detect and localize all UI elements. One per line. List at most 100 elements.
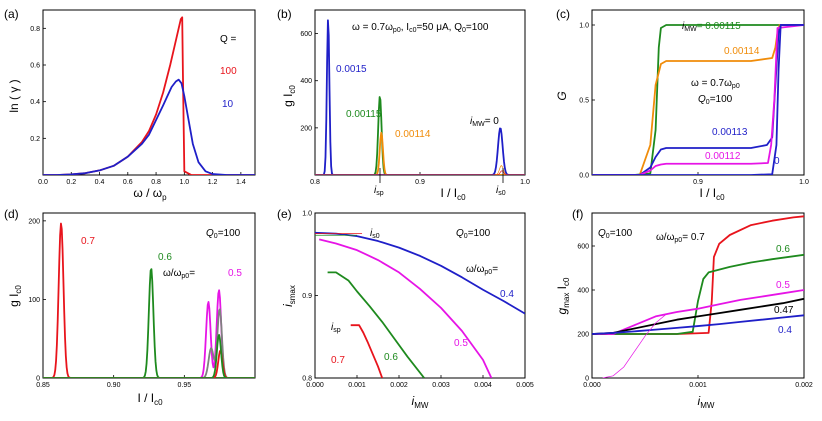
xlabel-e: iMW: [412, 394, 429, 410]
panel-a: (a) 0.0 0.2 0.4 0.6 0.8 1.0 1.2 1.4 0.2 0.4 0.6 0.8…: [4, 7, 256, 202]
series-d-0.6: [43, 268, 255, 378]
panel-label-c: (c): [556, 7, 570, 21]
y-tick-label-b: 400: [300, 78, 312, 85]
y-tick-label-c: 1.0: [579, 23, 589, 30]
x-tick-label-b: 1.0: [520, 179, 530, 186]
curves-d: [43, 222, 255, 378]
series-c-0: [592, 24, 804, 175]
label-0-c: 0: [774, 156, 780, 167]
x-tick-label-e: 0.001: [348, 382, 366, 389]
series-f-0.6: [592, 253, 804, 335]
label-0.5-e: 0.5: [454, 338, 468, 349]
series-d-0.45: [43, 334, 255, 378]
curves-c: [592, 24, 804, 175]
x-tick-label-a: 0.4: [95, 179, 105, 186]
x-tick-label-d: 0.85: [36, 382, 50, 389]
x-tick-label-d: 0.90: [107, 382, 121, 389]
y-tick-label-e: 0.8: [302, 376, 312, 383]
ylabel-b: g Ic0: [281, 85, 297, 107]
x-tick-label-e: 0.003: [432, 382, 450, 389]
label-0.0015-b: 0.0015: [336, 64, 367, 75]
x-tick-label-a: 1.0: [179, 179, 189, 186]
annotation-q-a: Q =: [220, 34, 237, 45]
panel-f: (f) 0.000 0.001 0.002 0 200 400 600 gmax Ic0 i…: [555, 207, 813, 410]
series-f-0.47: [592, 297, 804, 335]
ratio-label-e: ω/ωp0=: [466, 264, 498, 276]
y-tick-label-f: 200: [577, 332, 589, 339]
panel-b: (b) 0.8 0.9 1.0 200 400 600 g Ic0 I / Ic0 ω =…: [277, 7, 530, 202]
y-tick-label-f: 600: [577, 244, 589, 251]
y-tick-label-e: 0.9: [302, 293, 312, 300]
ylabel-a: ln ( γ ): [7, 79, 21, 112]
x-tick-label-f: 0.000: [583, 382, 601, 389]
x-tick-label-e: 0.005: [516, 382, 534, 389]
plot-frame-c: [591, 9, 805, 176]
ylabel-f: gmax Ic0: [555, 277, 571, 314]
label-0.5-f: 0.5: [776, 280, 790, 291]
label-0.00114-b: 0.00114: [395, 129, 431, 140]
isp-label-b: isp: [374, 185, 384, 197]
y-tick-label-b: 600: [300, 31, 312, 38]
series-e-0.6: [327, 271, 425, 378]
y-tick-label-f: 400: [577, 288, 589, 295]
curves-f: [592, 215, 804, 378]
x-tick-label-e: 0.004: [474, 382, 492, 389]
series-b-0.0015: [315, 19, 525, 175]
x-tick-label-d: 0.95: [178, 382, 192, 389]
ticks-b: 0.8 0.9 1.0 200 400 600: [300, 31, 530, 186]
label-0.00112-c: 0.00112: [705, 151, 741, 162]
q-label-d: Q0=100: [206, 228, 241, 240]
panel-c: (c) 0.9 1.0 0.0 0.5 1.0 G I / Ic0 iMW= 0.001…: [555, 7, 809, 202]
is0-label-e: is0: [370, 228, 380, 240]
param1-c: ω = 0.7ωp0: [691, 78, 740, 90]
x-tick-label-a: 0.6: [123, 179, 133, 186]
series-f-magenta-low: [602, 313, 667, 378]
series-f-0.4: [592, 314, 804, 335]
y-tick-label-d: 0: [36, 376, 40, 383]
series-d-0.47: [43, 308, 255, 378]
xlabel-b: I / Ic0: [440, 186, 466, 202]
y-tick-label-d: 100: [28, 297, 40, 304]
q-label-e: Q0=100: [456, 228, 491, 240]
x-tick-label-c: 0.9: [693, 179, 703, 186]
ticks-e: 0.000 0.001 0.002 0.003 0.004 0.005 0.8 0.9 1.0: [302, 211, 534, 390]
label-0.7-d: 0.7: [81, 236, 95, 247]
ticks-d: 0.85 0.90 0.95 0 100 200: [28, 218, 191, 389]
y-tick-label-f: 0: [585, 376, 589, 383]
y-tick-label-a: 0.4: [30, 99, 40, 106]
panel-label-d: (d): [4, 207, 19, 221]
label-0.6-f: 0.6: [776, 244, 790, 255]
params-b: ω = 0.7ωp0, Ic0=50 μA, Q0=100: [352, 22, 489, 34]
panel-d: (d) 0.85 0.90 0.95 0 100 200 g Ic0 I / Ic0 Q0…: [4, 207, 256, 407]
x-tick-label-f: 0.002: [795, 382, 813, 389]
x-tick-label-a: 0.0: [38, 179, 48, 186]
label-0.7-e: 0.7: [331, 355, 345, 366]
ratio-label-d: ω/ωp0=: [163, 268, 195, 280]
param2-c: Q0=100: [698, 94, 733, 106]
x-tick-label-f: 0.001: [689, 382, 707, 389]
series-a-Q=10: [43, 78, 255, 175]
plot-frame-a: [42, 9, 256, 176]
curves-e: [315, 231, 525, 378]
label-0.6-d: 0.6: [158, 252, 172, 263]
imw-label-c: iMW= 0.00115: [682, 21, 741, 33]
label-0.4-f: 0.4: [778, 325, 792, 336]
imw-label-b: iMW= 0: [470, 116, 499, 128]
ticks-a: 0.0 0.2 0.4 0.6 0.8 1.0 1.2 1.4 0.2 0.4 0.6 0.8: [30, 26, 246, 186]
xlabel-d: I / Ic0: [137, 391, 163, 407]
xlabel-c: I / Ic0: [699, 186, 725, 202]
series-d-0.5: [43, 289, 255, 378]
x-tick-label-b: 0.8: [310, 179, 320, 186]
y-tick-label-c: 0.5: [579, 98, 589, 105]
series-c-0.00112: [592, 24, 804, 175]
panel-label-a: (a): [4, 7, 19, 21]
label-0.47-f: 0.47: [774, 305, 794, 316]
x-tick-label-c: 1.0: [799, 179, 809, 186]
annotation-100-a: 100: [220, 66, 237, 77]
x-tick-label-e: 0.002: [390, 382, 408, 389]
annotation-10-a: 10: [222, 99, 234, 110]
ylabel-e: ismax: [281, 285, 297, 307]
label-0.4-e: 0.4: [500, 289, 514, 300]
x-tick-label-a: 0.2: [66, 179, 76, 186]
